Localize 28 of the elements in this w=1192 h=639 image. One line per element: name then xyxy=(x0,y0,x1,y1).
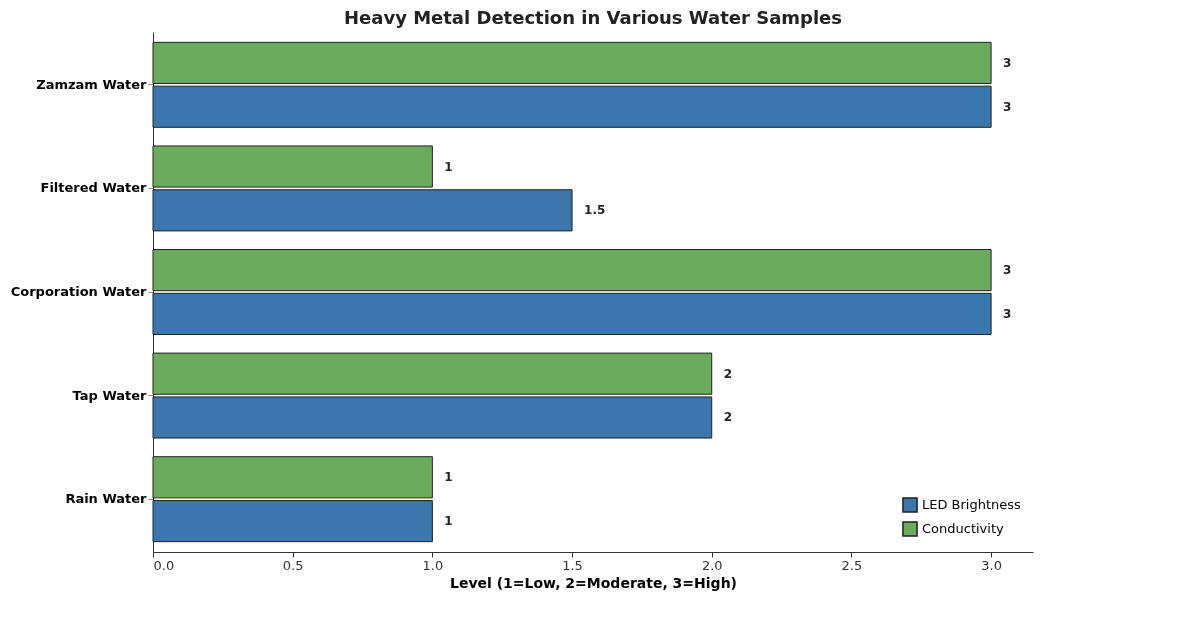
data-label: 1 xyxy=(444,159,453,174)
y-tick-label: Filtered Water xyxy=(40,180,148,196)
x-tick-label: 2.5 xyxy=(841,557,863,573)
data-label: 2 xyxy=(723,366,733,381)
x-tick-label: 2.0 xyxy=(701,557,723,573)
x-tick-label: 3.0 xyxy=(981,557,1002,573)
data-label: 3 xyxy=(1003,55,1012,70)
data-label: 3 xyxy=(1003,99,1012,114)
y-tick-label: Rain Water xyxy=(65,491,148,507)
x-tick-label: 1.0 xyxy=(422,557,444,573)
y-tick-label: Tap Water xyxy=(72,387,148,403)
data-label: 1.5 xyxy=(584,203,606,218)
y-tick-label: Zamzam Water xyxy=(36,76,148,92)
x-tick-label: 1.5 xyxy=(562,557,583,573)
bar xyxy=(152,249,992,292)
data-label: 3 xyxy=(1003,263,1012,278)
data-label: 2 xyxy=(723,410,733,425)
x-axis-title: Level (1=Low, 2=Moderate, 3=High) xyxy=(450,574,737,591)
bar xyxy=(152,292,992,335)
x-tick-label: 0.5 xyxy=(282,557,304,573)
legend-label: Conductivity xyxy=(922,521,1005,536)
data-label: 1 xyxy=(444,470,453,485)
chart-title: Heavy Metal Detection in Various Water Samples xyxy=(343,7,843,28)
x-tick-label: 0.0 xyxy=(153,557,175,573)
data-label: 1 xyxy=(444,514,453,529)
legend-label: LED Brightness xyxy=(922,497,1022,512)
y-tick-label: Corporation Water xyxy=(10,284,148,299)
data-label: 3 xyxy=(1003,306,1012,321)
